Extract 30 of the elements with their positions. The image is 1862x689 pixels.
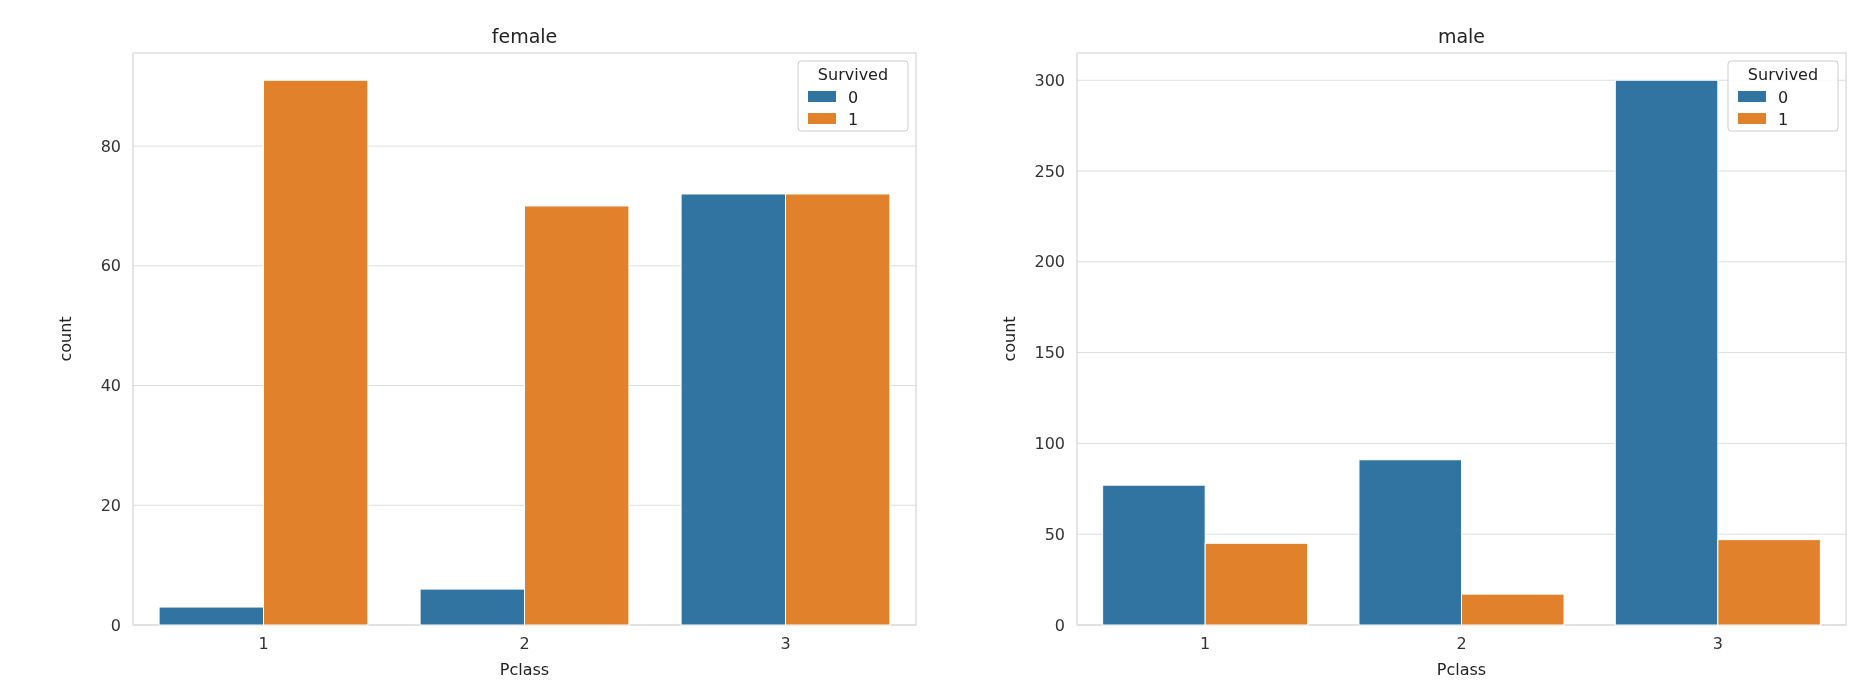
chart-title: male: [1437, 25, 1486, 47]
legend-title: Survived: [1747, 65, 1819, 84]
x-tick-label: 2: [1456, 634, 1467, 653]
y-axis-title: count: [56, 316, 75, 362]
x-tick-label: 1: [258, 634, 269, 653]
y-tick-label: 0: [110, 615, 121, 635]
y-tick-label: 50: [1044, 524, 1065, 544]
legend-label: 0: [1778, 87, 1789, 107]
x-tick-label: 3: [780, 634, 791, 653]
x-tick-label: 3: [1712, 634, 1723, 653]
y-tick-label: 20: [100, 495, 121, 515]
y-axis-title: count: [1000, 316, 1019, 362]
x-tick-label: 2: [519, 634, 530, 653]
x-tick-label: 1: [1200, 634, 1211, 653]
y-tick-label: 80: [100, 136, 121, 156]
x-axis-title: Pclass: [1436, 660, 1487, 679]
y-tick-label: 100: [1034, 434, 1065, 454]
x-axis-title: Pclass: [499, 660, 550, 679]
legend-title: Survived: [817, 65, 889, 84]
y-tick-label: 40: [100, 376, 121, 396]
chart-title: female: [491, 25, 558, 47]
y-tick-label: 60: [100, 256, 121, 276]
legend-label: 1: [848, 109, 859, 129]
y-tick-label: 250: [1034, 161, 1065, 181]
y-tick-label: 300: [1034, 70, 1065, 90]
y-tick-label: 0: [1054, 615, 1065, 635]
legend-label: 1: [1778, 109, 1789, 129]
y-tick-label: 150: [1034, 343, 1065, 363]
y-tick-label: 200: [1034, 252, 1065, 272]
legend-label: 0: [848, 87, 859, 107]
